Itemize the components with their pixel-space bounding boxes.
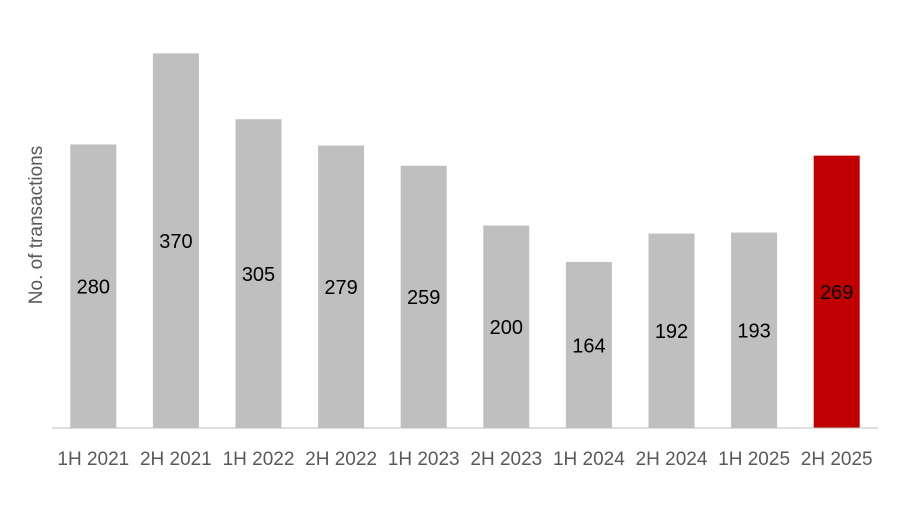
x-tick-label: 2H 2022 <box>305 449 377 470</box>
x-tick-label: 2H 2021 <box>140 449 212 470</box>
data-label: 193 <box>737 321 770 343</box>
bar <box>70 144 117 428</box>
x-tick-label: 1H 2022 <box>223 449 295 470</box>
x-tick-label: 1H 2024 <box>553 449 625 470</box>
data-label: 259 <box>407 287 440 309</box>
data-label: 200 <box>490 317 523 339</box>
data-label: 164 <box>572 335 605 357</box>
bar <box>235 119 282 428</box>
x-tick-label: 2H 2024 <box>636 449 708 470</box>
data-label: 370 <box>159 231 192 253</box>
bar <box>483 225 530 428</box>
bar <box>318 145 365 428</box>
bar <box>565 261 612 428</box>
x-tick-label: 1H 2025 <box>718 449 790 470</box>
bar <box>648 233 695 428</box>
data-label: 280 <box>77 277 110 299</box>
bar <box>813 155 860 428</box>
data-label: 269 <box>820 282 853 304</box>
x-tick-label: 2H 2025 <box>801 449 873 470</box>
bar <box>731 232 778 428</box>
x-tick-label: 1H 2023 <box>388 449 460 470</box>
data-label: 192 <box>655 321 688 343</box>
x-tick-label: 1H 2021 <box>57 449 129 470</box>
data-label: 279 <box>324 277 357 299</box>
bar <box>152 53 199 428</box>
x-tick-label: 2H 2023 <box>470 449 542 470</box>
bar <box>400 165 447 428</box>
y-axis-label: No. of transactions <box>26 146 47 304</box>
data-label: 305 <box>242 264 275 286</box>
